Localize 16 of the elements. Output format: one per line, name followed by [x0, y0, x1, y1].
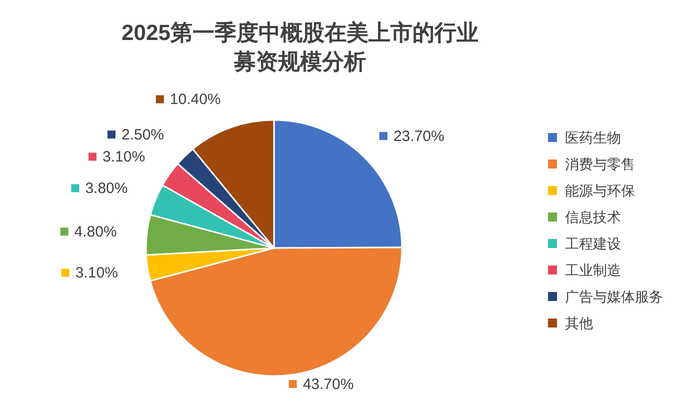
- legend-label: 其他: [565, 315, 593, 331]
- data-label: 3.80%: [85, 180, 128, 198]
- legend-label: 消费与零售: [565, 156, 635, 172]
- data-label: 10.40%: [170, 91, 221, 108]
- legend-label: 工程建设: [565, 236, 621, 252]
- legend-label: 工业制造: [565, 262, 621, 278]
- legend-label: 信息技术: [565, 209, 621, 225]
- data-label: 3.10%: [102, 148, 146, 166]
- data-label: 2.50%: [121, 126, 164, 144]
- legend-label: 医药生物: [565, 130, 621, 146]
- legend-label: 能源与环保: [565, 182, 635, 198]
- data-label: 23.70%: [393, 128, 444, 145]
- data-label: 3.10%: [75, 264, 118, 282]
- data-label: 4.80%: [74, 224, 117, 241]
- data-label: 43.70%: [302, 376, 354, 393]
- title: 2025第一季度中概股在美上市的行业募资规模分析: [122, 20, 478, 74]
